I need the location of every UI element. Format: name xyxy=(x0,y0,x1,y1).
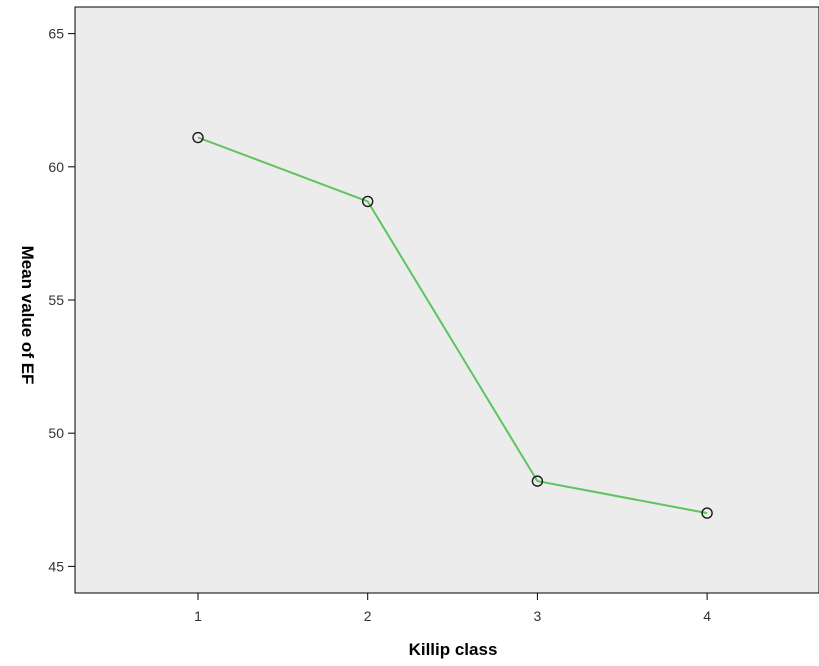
y-tick-label: 50 xyxy=(48,425,64,441)
x-tick-label: 3 xyxy=(534,608,542,624)
y-tick-label: 45 xyxy=(48,558,64,574)
x-tick-label: 2 xyxy=(364,608,372,624)
x-axis-ticks: 1 2 3 4 xyxy=(194,593,711,624)
plot-area xyxy=(75,7,819,593)
x-axis-title: Killip class xyxy=(409,640,498,659)
y-tick-label: 55 xyxy=(48,292,64,308)
y-axis-title: Mean value of EF xyxy=(18,246,37,385)
x-tick-label: 1 xyxy=(194,608,202,624)
y-axis-ticks: 45 50 55 60 65 xyxy=(48,26,75,575)
x-tick-label: 4 xyxy=(703,608,711,624)
y-tick-label: 65 xyxy=(48,26,64,42)
y-tick-label: 60 xyxy=(48,159,64,175)
